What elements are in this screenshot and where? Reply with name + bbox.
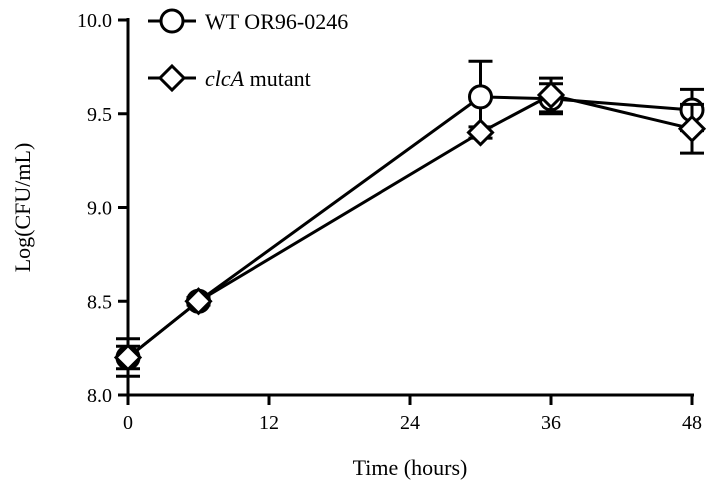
- x-tick-label: 12: [259, 412, 279, 434]
- data-point: [466, 118, 495, 147]
- y-axis-title: Log(CFU/mL): [10, 143, 35, 273]
- legend-label-part: WT OR96-0246: [205, 9, 348, 34]
- legend-entry: clcA mutant: [148, 63, 311, 93]
- y-tick-label: 8.0: [87, 385, 112, 407]
- y-tick-label: 9.0: [87, 198, 112, 220]
- data-point: [184, 287, 213, 316]
- y-tick-label: 9.5: [87, 104, 112, 126]
- marker-group: [115, 84, 705, 370]
- series-0: [115, 59, 705, 371]
- y-tick-label: 8.5: [87, 291, 112, 313]
- x-tick-label: 0: [123, 412, 133, 434]
- series-line: [127, 93, 693, 359]
- legend-marker: [159, 8, 185, 34]
- legend-entry: WT OR96-0246: [148, 8, 348, 34]
- y-tick-label: 10.0: [77, 10, 112, 32]
- x-tick-label: 48: [682, 412, 702, 434]
- marker-group: [113, 80, 707, 372]
- legend-label: WT OR96-0246: [205, 9, 348, 34]
- series-line-group: [127, 93, 693, 359]
- data-point: [677, 114, 707, 143]
- legend-label-part: clcA: [205, 66, 245, 91]
- x-tick-label: 36: [541, 412, 561, 434]
- data-point: [468, 84, 493, 110]
- series-layer: [113, 59, 707, 378]
- x-axis-title: Time (hours): [353, 455, 468, 480]
- series-1: [113, 76, 707, 378]
- axes: 8.0 8.5 9.0 9.5 10.0 0 12 24 36 48: [77, 10, 702, 434]
- series-line-group: [127, 95, 693, 359]
- legend-label: clcA mutant: [205, 66, 311, 91]
- series-line: [127, 95, 693, 359]
- data-point: [536, 80, 566, 110]
- error-bar-group: [116, 59, 704, 371]
- error-bar-group: [116, 76, 704, 378]
- legend-marker: [157, 63, 187, 93]
- legend-label-part: mutant: [244, 66, 311, 91]
- legend: WT OR96-0246 clcA mutant: [148, 8, 348, 93]
- x-tick-label: 24: [400, 412, 420, 434]
- data-point: [113, 343, 143, 372]
